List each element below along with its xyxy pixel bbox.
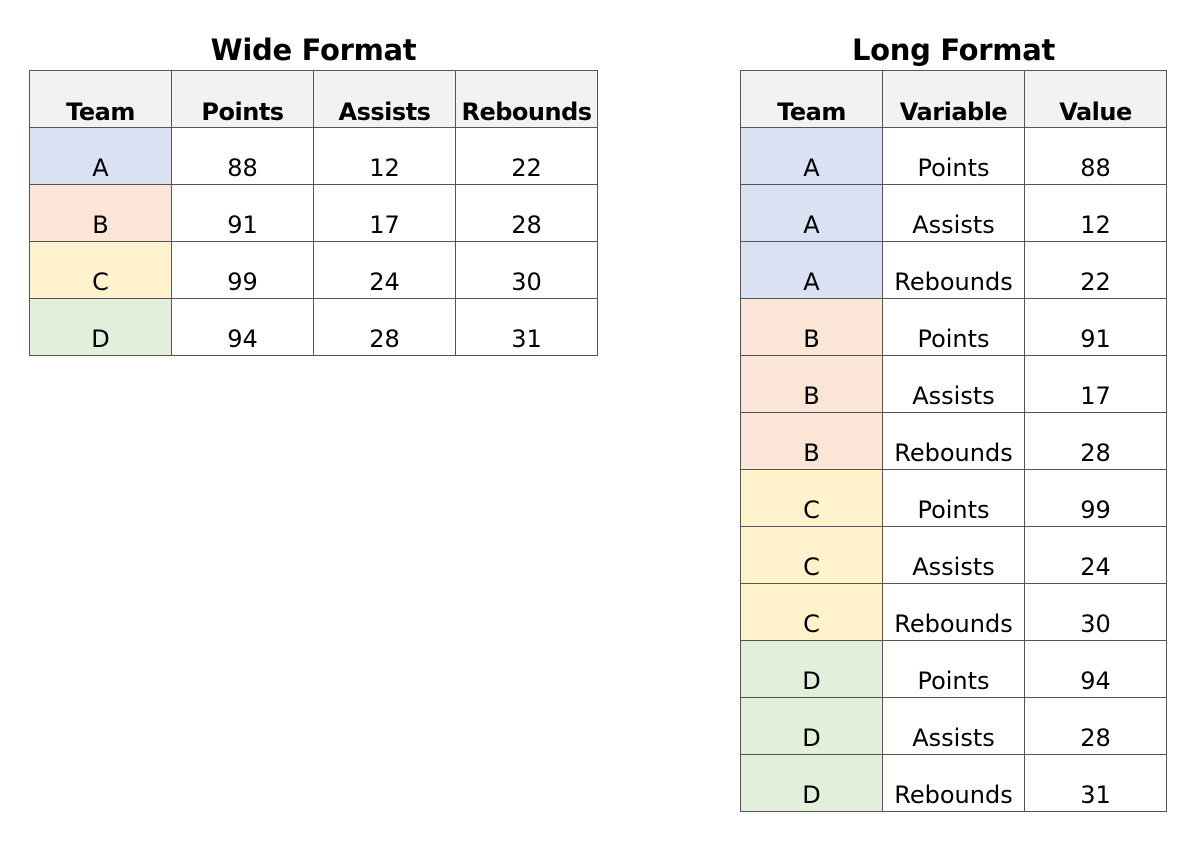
long-cell-variable: Points <box>882 127 1025 185</box>
table-row: A Rebounds 22 <box>740 241 1167 299</box>
table-row: B 91 17 28 <box>29 184 598 242</box>
table-row: B Assists 17 <box>740 355 1167 413</box>
wide-cell-team: B <box>29 184 172 242</box>
long-format-table: Team Variable Value A Points 88 A Assists 12 A Re… <box>740 70 1167 812</box>
long-cell-variable: Points <box>882 469 1025 527</box>
long-cell-value: 28 <box>1024 697 1167 755</box>
wide-header-team: Team <box>29 70 172 128</box>
long-cell-team: D <box>740 697 883 755</box>
long-cell-value: 88 <box>1024 127 1167 185</box>
long-cell-variable: Rebounds <box>882 241 1025 299</box>
table-row: C Assists 24 <box>740 526 1167 584</box>
long-cell-variable: Points <box>882 640 1025 698</box>
long-cell-team: C <box>740 469 883 527</box>
wide-cell-assists: 28 <box>313 298 456 356</box>
long-cell-variable: Assists <box>882 526 1025 584</box>
table-row: D Assists 28 <box>740 697 1167 755</box>
long-format-title: Long Format <box>851 33 1056 67</box>
wide-header-rebounds: Rebounds <box>455 70 598 128</box>
long-header-team: Team <box>740 70 883 128</box>
long-cell-value: 28 <box>1024 412 1167 470</box>
wide-cell-assists: 24 <box>313 241 456 299</box>
wide-cell-points: 99 <box>171 241 314 299</box>
wide-cell-points: 94 <box>171 298 314 356</box>
long-cell-value: 91 <box>1024 298 1167 356</box>
long-cell-value: 22 <box>1024 241 1167 299</box>
long-cell-variable: Points <box>882 298 1025 356</box>
table-row: A Points 88 <box>740 127 1167 185</box>
long-cell-team: C <box>740 526 883 584</box>
table-row: C 99 24 30 <box>29 241 598 299</box>
table-row: B Rebounds 28 <box>740 412 1167 470</box>
wide-cell-assists: 17 <box>313 184 456 242</box>
long-cell-team: D <box>740 754 883 812</box>
table-row: C Rebounds 30 <box>740 583 1167 641</box>
long-cell-team: B <box>740 298 883 356</box>
long-header-row: Team Variable Value <box>740 70 1167 128</box>
wide-cell-team: A <box>29 127 172 185</box>
long-cell-value: 12 <box>1024 184 1167 242</box>
long-cell-team: D <box>740 640 883 698</box>
long-cell-value: 30 <box>1024 583 1167 641</box>
long-cell-variable: Rebounds <box>882 754 1025 812</box>
long-cell-value: 94 <box>1024 640 1167 698</box>
wide-cell-rebounds: 30 <box>455 241 598 299</box>
long-cell-variable: Rebounds <box>882 412 1025 470</box>
wide-cell-rebounds: 31 <box>455 298 598 356</box>
wide-cell-rebounds: 28 <box>455 184 598 242</box>
long-header-value: Value <box>1024 70 1167 128</box>
long-cell-value: 31 <box>1024 754 1167 812</box>
long-cell-value: 99 <box>1024 469 1167 527</box>
long-cell-team: A <box>740 184 883 242</box>
wide-cell-points: 88 <box>171 127 314 185</box>
wide-table-body: A 88 12 22 B 91 17 28 C 99 24 30 D 94 28 31 <box>29 127 598 356</box>
table-row: D Points 94 <box>740 640 1167 698</box>
wide-format-title: Wide Format <box>210 33 417 67</box>
long-cell-team: B <box>740 355 883 413</box>
long-cell-team: A <box>740 127 883 185</box>
wide-header-assists: Assists <box>313 70 456 128</box>
wide-header-row: Team Points Assists Rebounds <box>29 70 598 128</box>
table-row: C Points 99 <box>740 469 1167 527</box>
long-header-variable: Variable <box>882 70 1025 128</box>
long-cell-variable: Assists <box>882 697 1025 755</box>
long-cell-team: A <box>740 241 883 299</box>
wide-cell-rebounds: 22 <box>455 127 598 185</box>
table-row: A Assists 12 <box>740 184 1167 242</box>
long-cell-variable: Assists <box>882 184 1025 242</box>
wide-format-table: Team Points Assists Rebounds A 88 12 22 B 91 17 28… <box>29 70 598 356</box>
wide-cell-assists: 12 <box>313 127 456 185</box>
table-row: A 88 12 22 <box>29 127 598 185</box>
wide-cell-team: C <box>29 241 172 299</box>
table-row: D 94 28 31 <box>29 298 598 356</box>
wide-header-points: Points <box>171 70 314 128</box>
table-row: B Points 91 <box>740 298 1167 356</box>
wide-cell-points: 91 <box>171 184 314 242</box>
table-row: D Rebounds 31 <box>740 754 1167 812</box>
long-cell-value: 17 <box>1024 355 1167 413</box>
long-cell-team: B <box>740 412 883 470</box>
wide-cell-team: D <box>29 298 172 356</box>
long-format-panel: Long Format Team Variable Value A Points 88 A… <box>740 30 1167 812</box>
long-cell-team: C <box>740 583 883 641</box>
long-table-body: A Points 88 A Assists 12 A Rebounds 22 B Points 91 B… <box>740 127 1167 812</box>
long-cell-value: 24 <box>1024 526 1167 584</box>
long-cell-variable: Assists <box>882 355 1025 413</box>
long-cell-variable: Rebounds <box>882 583 1025 641</box>
